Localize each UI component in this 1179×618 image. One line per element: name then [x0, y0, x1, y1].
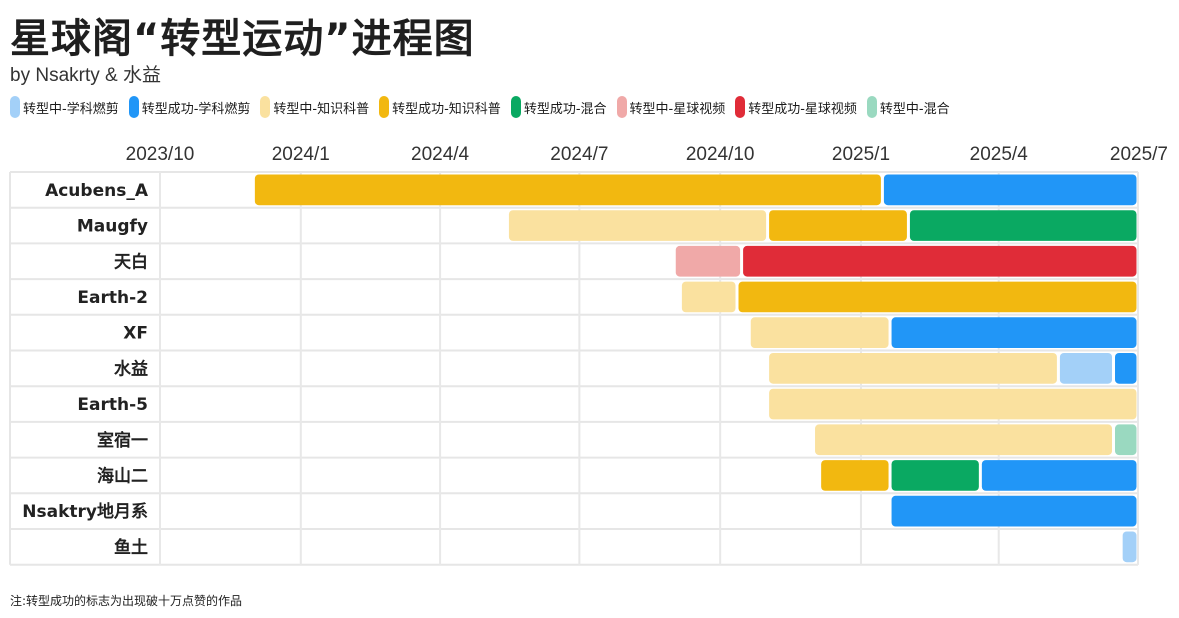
- x-tick-label: 2024/7: [550, 144, 608, 165]
- footnote: 注:转型成功的标志为出现破十万点赞的作品: [10, 594, 243, 608]
- x-tick-label: 2025/1: [832, 144, 890, 165]
- gantt-bar: [769, 353, 1057, 384]
- legend-swatch: [10, 96, 20, 118]
- legend-item: 转型中-混合: [866, 96, 950, 118]
- gantt-bar: [981, 460, 1137, 491]
- row-label: 室宿一: [97, 430, 148, 451]
- legend-label: 转型成功-知识科普: [392, 101, 501, 117]
- gantt-bar: [750, 317, 889, 348]
- legend-label: 转型中-知识科普: [273, 101, 370, 117]
- legend-swatch: [128, 96, 139, 118]
- gantt-bar: [743, 245, 1137, 277]
- x-tick-label: 2023/10: [126, 144, 195, 165]
- gantt-bar: [1122, 531, 1137, 563]
- gantt-bar: [891, 495, 1137, 527]
- legend-item: 转型成功-混合: [510, 96, 607, 118]
- legend-label: 转型中-混合: [879, 101, 950, 117]
- row-label: Maugfy: [77, 217, 148, 237]
- legend-item: 转型中-知识科普: [260, 96, 369, 118]
- gantt-bar: [675, 245, 741, 277]
- gantt-bar: [891, 460, 979, 491]
- gantt-bar: [891, 317, 1137, 348]
- chart-title: 星球阁“转型运动”进程图: [10, 16, 475, 62]
- legend-label: 转型成功-星球视频: [748, 101, 857, 117]
- row-label: 海山二: [97, 465, 148, 486]
- gantt-bar: [254, 174, 881, 206]
- legend: 转型中-学科燃剪 转型成功-学科燃剪 转型中-知识科普 转型成功-知识科普 转型成功-混…: [10, 96, 960, 118]
- legend-label: 转型成功-混合: [523, 101, 607, 117]
- row-background: [10, 529, 1138, 565]
- row-label: Earth-2: [77, 288, 148, 308]
- gantt-bar: [508, 210, 767, 241]
- row-label: Nsaktry地月系: [22, 501, 148, 522]
- gantt-bar: [769, 388, 1137, 420]
- legend-item: 转型成功-星球视频: [735, 96, 857, 118]
- gantt-bar: [815, 424, 1113, 456]
- legend-swatch: [735, 96, 746, 118]
- gantt-bar: [1115, 424, 1137, 456]
- row-label: XF: [123, 324, 148, 344]
- x-tick-label: 2024/10: [686, 144, 755, 165]
- row-label: 天白: [114, 251, 148, 272]
- legend-swatch: [510, 96, 521, 118]
- row-label: 鱼土: [114, 537, 148, 558]
- gantt-bar: [821, 460, 889, 491]
- gantt-bar: [909, 210, 1137, 241]
- legend-label: 转型成功-学科燃剪: [141, 101, 251, 117]
- row-label: Acubens_A: [45, 181, 149, 201]
- legend-swatch: [616, 96, 627, 118]
- legend-item: 转型成功-知识科普: [379, 96, 501, 118]
- legend-swatch: [866, 96, 877, 118]
- x-tick-label: 2024/4: [411, 144, 470, 165]
- x-tick-label: 2025/7: [1110, 144, 1168, 165]
- legend-swatch: [260, 96, 271, 118]
- x-tick-label: 2024/1: [272, 144, 330, 165]
- x-tick-label: 2025/4: [970, 144, 1029, 165]
- legend-label: 转型中-学科燃剪: [23, 101, 119, 117]
- legend-item: 转型中-星球视频: [616, 96, 726, 118]
- gantt-bar: [738, 281, 1137, 313]
- legend-label: 转型中-星球视频: [629, 101, 726, 117]
- chart-subtitle: by Nsakrty & 水益: [10, 65, 161, 86]
- gantt-bar: [1115, 353, 1137, 384]
- legend-item: 转型中-学科燃剪: [10, 96, 119, 118]
- row-label: 水益: [114, 358, 148, 379]
- gantt-bar: [769, 210, 907, 241]
- gantt-bar: [883, 174, 1137, 206]
- row-label: Earth-5: [77, 395, 148, 415]
- legend-swatch: [379, 96, 390, 118]
- gantt-bar: [681, 281, 736, 313]
- gantt-bar: [1059, 353, 1113, 384]
- legend-item: 转型成功-学科燃剪: [128, 96, 251, 118]
